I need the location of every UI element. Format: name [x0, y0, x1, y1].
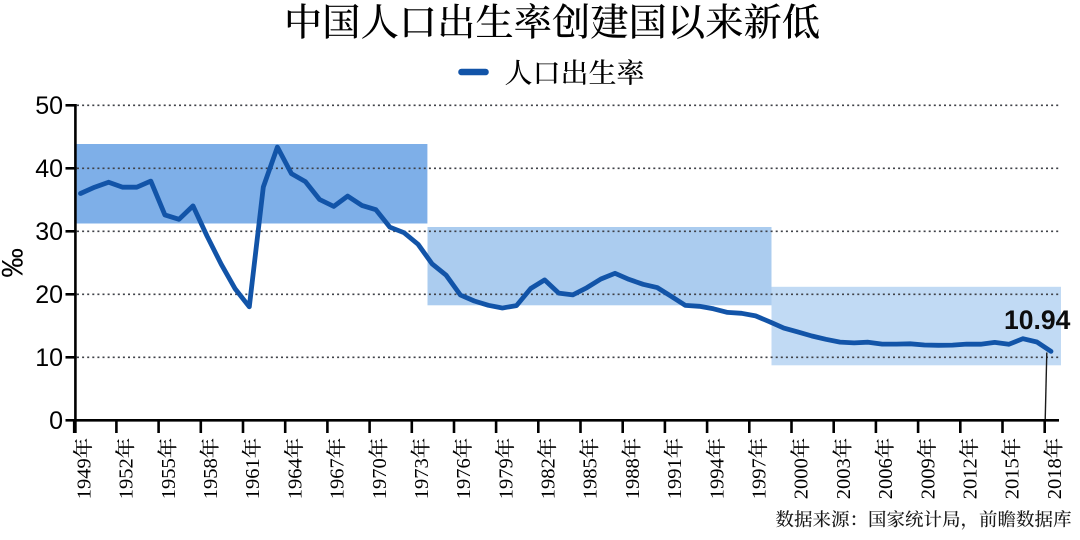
svg-text:0: 0 — [49, 407, 63, 435]
svg-text:1997: 1997 — [749, 458, 771, 499]
svg-text:40: 40 — [35, 155, 63, 183]
svg-text:‰: ‰ — [0, 248, 30, 278]
svg-text:2006: 2006 — [875, 458, 897, 499]
svg-text:10.94: 10.94 — [1004, 305, 1071, 335]
svg-text:2000: 2000 — [791, 458, 813, 499]
svg-text:1955: 1955 — [158, 458, 180, 499]
svg-text:30: 30 — [35, 218, 63, 246]
svg-text:10: 10 — [35, 344, 63, 372]
svg-text:2018: 2018 — [1044, 458, 1066, 499]
svg-text:2003: 2003 — [833, 458, 855, 499]
svg-text:2012: 2012 — [960, 458, 982, 499]
svg-text:1994: 1994 — [706, 458, 728, 499]
svg-text:1967: 1967 — [327, 458, 349, 499]
svg-text:2009: 2009 — [917, 458, 939, 499]
svg-text:1973: 1973 — [411, 458, 433, 499]
svg-text:20: 20 — [35, 281, 63, 309]
svg-text:1958: 1958 — [200, 458, 222, 499]
svg-text:1952: 1952 — [116, 458, 138, 499]
svg-text:1991: 1991 — [664, 458, 686, 499]
svg-text:1982: 1982 — [538, 458, 560, 499]
svg-text:50: 50 — [35, 92, 63, 120]
svg-text:1970: 1970 — [369, 458, 391, 499]
svg-text:1985: 1985 — [580, 458, 602, 499]
svg-text:1949: 1949 — [73, 458, 95, 499]
svg-text:1979: 1979 — [495, 458, 517, 499]
svg-text:1964: 1964 — [284, 458, 306, 499]
svg-text:1988: 1988 — [622, 458, 644, 499]
svg-text:1976: 1976 — [453, 458, 475, 499]
svg-text:2015: 2015 — [1002, 458, 1024, 499]
svg-text:1961: 1961 — [242, 458, 264, 499]
